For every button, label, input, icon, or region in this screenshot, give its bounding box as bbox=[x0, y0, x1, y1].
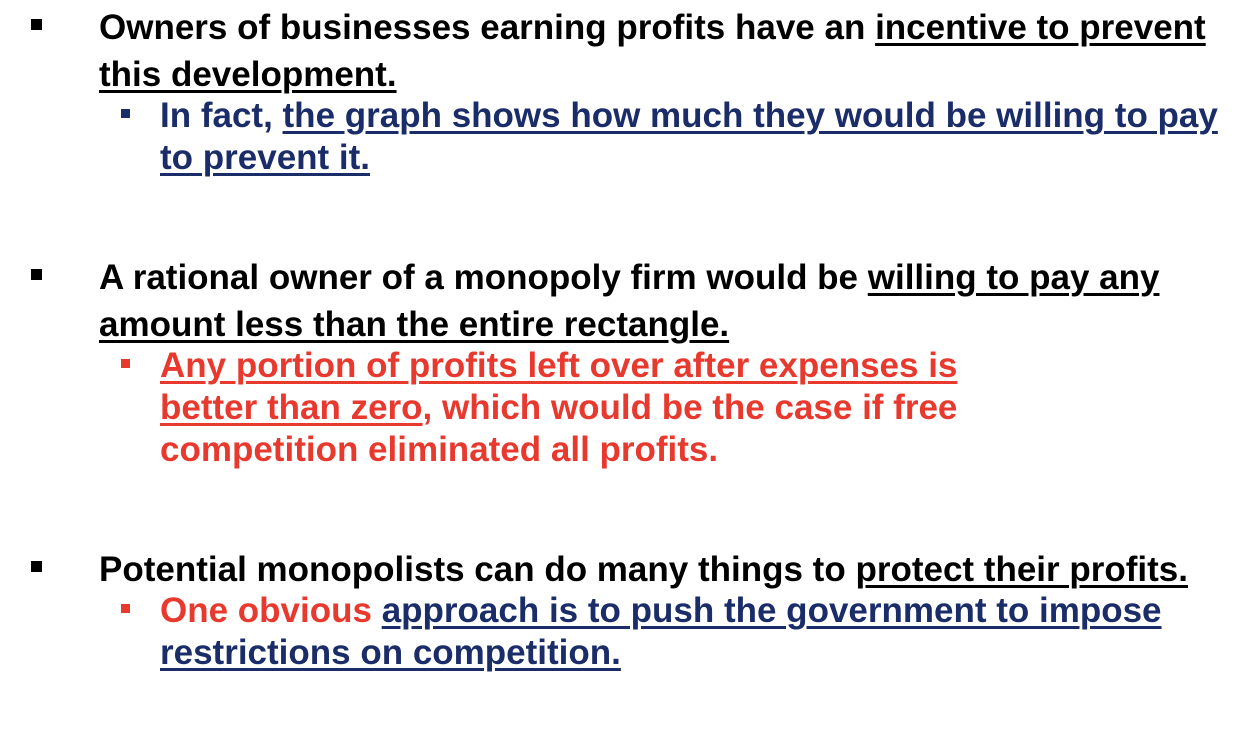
bullet-3-main-text: Potential monopolists can do many things… bbox=[99, 550, 856, 589]
bullet-3: Potential monopolists can do many things… bbox=[0, 546, 1234, 674]
bullet-3-sub-underlined: approach is to push the government to im… bbox=[160, 591, 1162, 672]
bullet-2-main-underlined: willing to pay any amount less than the … bbox=[99, 258, 1160, 344]
bullet-2-main-text: A rational owner of a monopoly firm woul… bbox=[99, 258, 868, 297]
bullet-2-main: A rational owner of a monopoly firm woul… bbox=[0, 254, 1234, 348]
bullet-1: Owners of businesses earning profits hav… bbox=[0, 4, 1234, 179]
bullet-3-sub: One obvious approach is to push the gove… bbox=[0, 590, 1234, 674]
bullet-1-main-text: Owners of businesses earning profits hav… bbox=[99, 8, 876, 47]
bullet-1-sub-text: In fact, bbox=[160, 96, 283, 135]
bullet-2-sub-underlined: Any portion of profits left over after e… bbox=[160, 346, 958, 427]
bullet-1-sub-underlined: the graph shows how much they would be w… bbox=[160, 96, 1218, 177]
bullet-3-sub-text: One obvious bbox=[160, 591, 382, 630]
bullet-2: A rational owner of a monopoly firm woul… bbox=[0, 254, 1234, 471]
square-bullet-icon bbox=[31, 561, 42, 572]
square-bullet-icon bbox=[121, 359, 130, 368]
square-bullet-icon bbox=[31, 19, 42, 30]
bullet-2-sub: Any portion of profits left over after e… bbox=[0, 345, 1070, 471]
bullet-2-sub-text: , which would be the case if free compet… bbox=[160, 388, 958, 469]
square-bullet-icon bbox=[121, 604, 130, 613]
bullet-1-sub: In fact, the graph shows how much they w… bbox=[0, 95, 1234, 179]
bullet-1-main-underlined: incentive to prevent this development. bbox=[99, 8, 1206, 94]
bullet-3-main-underlined: protect their profits. bbox=[855, 550, 1188, 589]
square-bullet-icon bbox=[121, 109, 130, 118]
bullet-3-main: Potential monopolists can do many things… bbox=[0, 546, 1234, 593]
square-bullet-icon bbox=[31, 269, 42, 280]
bullet-1-main: Owners of businesses earning profits hav… bbox=[0, 4, 1234, 98]
